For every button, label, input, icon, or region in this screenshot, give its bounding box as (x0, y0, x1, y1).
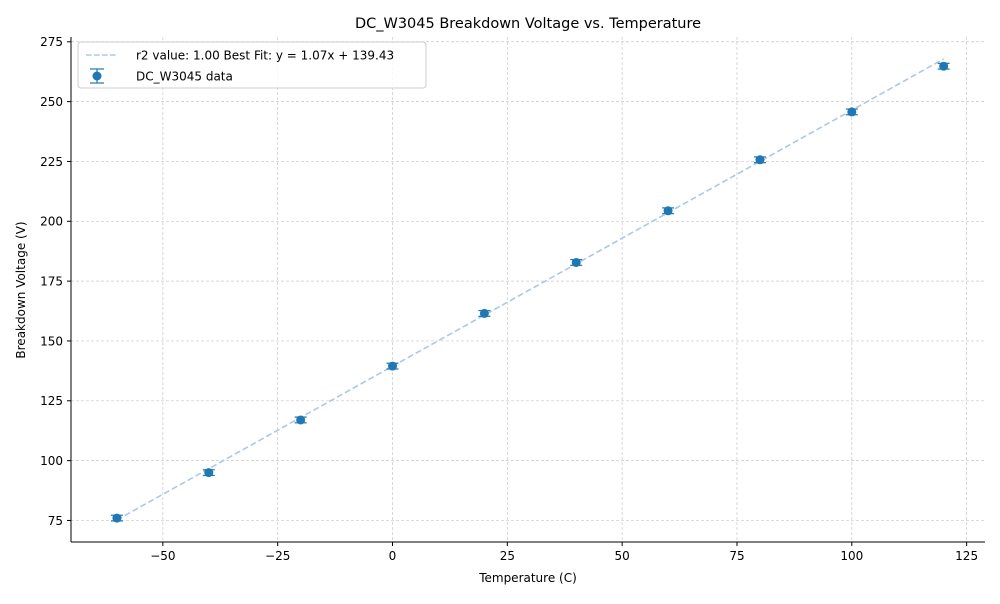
data-point-marker (204, 468, 214, 478)
legend-data-label: DC_W3045 data (136, 70, 233, 84)
y-tick-label: 225 (40, 155, 63, 169)
best-fit-line (116, 58, 945, 521)
data-point (386, 361, 399, 371)
axes-layer (70, 37, 985, 543)
data-point-marker (939, 61, 949, 71)
legend-fit-line-label: r2 value: 1.00 Best Fit: y = 1.07x + 139… (136, 49, 394, 63)
legend: r2 value: 1.00 Best Fit: y = 1.07x + 139… (77, 41, 427, 89)
data-point (110, 513, 123, 523)
x-tick-label: −25 (265, 549, 290, 563)
y-tick-label: 200 (40, 215, 63, 229)
fit-line-layer (116, 58, 945, 521)
legend-data-swatch (90, 68, 104, 84)
x-tick-label: 100 (840, 549, 863, 563)
y-tick-label: 100 (40, 454, 63, 468)
y-tick-label: 275 (40, 35, 63, 49)
legend-frame (77, 41, 427, 89)
data-points-layer (110, 61, 950, 523)
chart-title: DC_W3045 Breakdown Voltage vs. Temperatu… (355, 16, 701, 32)
data-point (294, 415, 307, 425)
x-tick-label: 125 (955, 549, 978, 563)
data-point-marker (296, 415, 306, 425)
y-tick-label: 150 (40, 334, 63, 348)
data-point-marker (112, 513, 122, 523)
data-point (478, 308, 491, 318)
x-tick-label: 75 (729, 549, 744, 563)
x-tick-label: −50 (150, 549, 175, 563)
y-tick-label: 175 (40, 274, 63, 288)
data-point (753, 155, 766, 165)
data-point-marker (755, 155, 765, 165)
data-point (570, 257, 583, 267)
y-tick-label: 75 (48, 514, 63, 528)
y-tick-label: 250 (40, 95, 63, 109)
data-point-marker (388, 361, 398, 371)
ticks-layer: −50 −25 0 25 50 75 100 125 75 100 125 150 175 200 225 2… (40, 35, 978, 563)
x-tick-label: 0 (389, 549, 397, 563)
data-point (937, 61, 950, 71)
data-point-marker (479, 308, 489, 318)
y-tick-label: 125 (40, 394, 63, 408)
data-point-marker (663, 206, 673, 216)
x-tick-label: 25 (500, 549, 515, 563)
data-point (845, 107, 858, 117)
data-point (662, 206, 675, 216)
x-axis-label: Temperature (C) (478, 571, 577, 585)
data-point-marker (571, 257, 581, 267)
data-point (202, 468, 215, 478)
y-axis-label: Breakdown Voltage (V) (14, 221, 28, 358)
x-tick-label: 50 (615, 549, 630, 563)
data-point-marker (847, 107, 857, 117)
